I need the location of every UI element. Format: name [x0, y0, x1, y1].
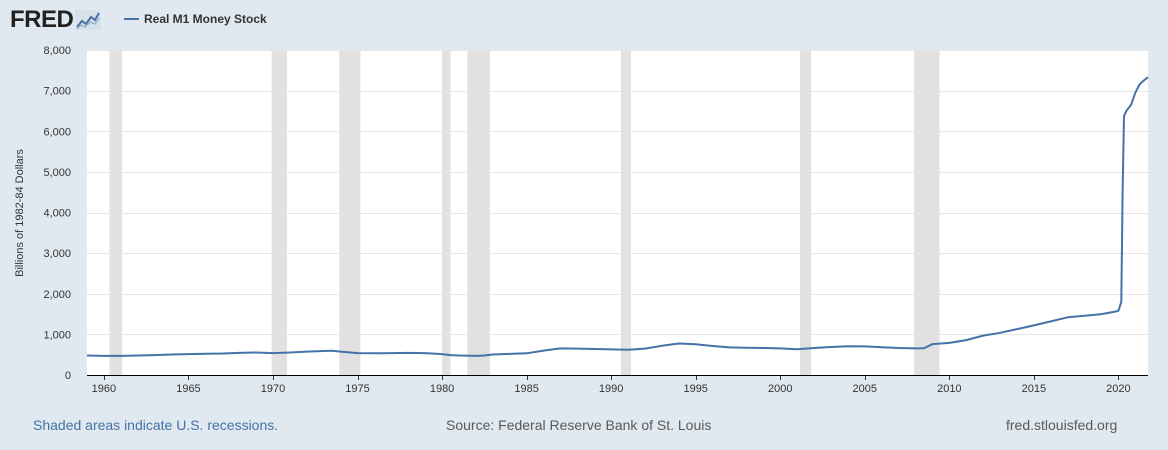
line-chart: 0 1,000 2,000 3,000 4,000 5,000 6,000 7,000 8,00… — [14, 45, 1149, 395]
y-tick-label: 8,000 — [43, 45, 71, 57]
x-tick-label: 1975 — [345, 383, 369, 395]
fred-logo-text: FRED — [10, 6, 74, 33]
recession-shade — [620, 50, 631, 375]
chart-legend: Real M1 Money Stock — [124, 12, 267, 26]
recession-shade — [271, 50, 288, 375]
recession-shade — [467, 50, 490, 375]
y-axis-label: Billions of 1982-84 Dollars — [14, 149, 26, 277]
x-tick-label: 2010 — [937, 383, 961, 395]
recession-note-link[interactable]: Shaded areas indicate U.S. recessions. — [33, 417, 279, 433]
recession-shade — [442, 50, 451, 375]
x-tick-label: 1995 — [683, 383, 707, 395]
x-tick-label: 1990 — [599, 383, 623, 395]
x-tick-label: 1960 — [92, 383, 116, 395]
recession-shade — [800, 50, 812, 375]
x-tick-label: 1970 — [261, 383, 285, 395]
x-tick-label: 1965 — [176, 383, 200, 395]
recession-shade — [109, 50, 123, 375]
x-tick-label: 2000 — [768, 383, 792, 395]
y-tick-label: 2,000 — [43, 289, 71, 301]
x-tick-label: 2020 — [1106, 383, 1130, 395]
x-tick-label: 1985 — [514, 383, 538, 395]
y-tick-label: 0 — [65, 370, 71, 382]
legend-label: Real M1 Money Stock — [144, 12, 267, 26]
y-tick-label: 4,000 — [43, 208, 71, 220]
x-tick-label: 2015 — [1022, 383, 1046, 395]
legend-line-swatch — [124, 18, 139, 20]
source-note: Source: Federal Reserve Bank of St. Loui… — [446, 417, 712, 433]
y-tick-label: 3,000 — [43, 248, 71, 260]
y-tick-label: 7,000 — [43, 86, 71, 98]
recession-shade — [339, 50, 361, 375]
y-tick-label: 1,000 — [43, 329, 71, 341]
x-tick-label: 2005 — [853, 383, 877, 395]
y-tick-label: 6,000 — [43, 126, 71, 138]
y-tick-label: 5,000 — [43, 167, 71, 179]
x-tick-label: 1980 — [430, 383, 454, 395]
fred-graph-icon — [75, 10, 102, 30]
recession-shade — [914, 50, 940, 375]
site-url-link[interactable]: fred.stlouisfed.org — [1006, 417, 1118, 433]
fred-logo[interactable]: FRED — [10, 6, 102, 34]
series-line — [86, 76, 1149, 357]
